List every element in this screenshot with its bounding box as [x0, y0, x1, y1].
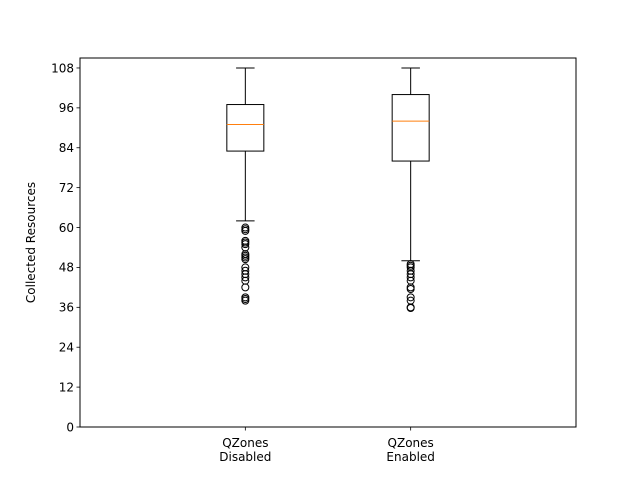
box-iqr [391, 94, 430, 162]
x-tick-label: QZones Enabled [386, 436, 435, 464]
outlier-point [406, 273, 415, 282]
y-tick-label: 12 [59, 380, 74, 394]
outlier-point [241, 283, 250, 292]
x-axis: QZones Disabled QZones Enabled [219, 427, 435, 464]
outlier-point [241, 240, 250, 249]
outlier-point [241, 296, 250, 305]
x-tick-label: QZones Disabled [219, 436, 271, 464]
y-tick-label: 84 [59, 141, 74, 155]
outlier-point [406, 285, 415, 294]
y-tick-label: 48 [59, 261, 74, 275]
y-tick-label: 108 [51, 61, 74, 75]
outlier-point [406, 293, 415, 302]
data-marks [226, 67, 430, 312]
y-tick-label: 72 [59, 181, 74, 195]
y-tick-label: 60 [59, 221, 74, 235]
y-axis: 0 12 24 36 48 60 72 84 96 108 [51, 61, 80, 434]
box-group [391, 67, 430, 312]
y-tick-label: 96 [59, 101, 74, 115]
plot-frame [79, 57, 577, 428]
y-tick-label: 0 [66, 420, 74, 434]
outlier-point [406, 303, 415, 312]
outlier-point [241, 273, 250, 282]
outlier-point [241, 255, 250, 264]
plot-area [80, 58, 576, 427]
y-tick-label: 24 [59, 341, 74, 355]
box-group [226, 67, 265, 305]
outlier-point [241, 226, 250, 235]
y-axis-label: Collected Resources [24, 182, 38, 303]
y-tick-label: 36 [59, 301, 74, 315]
box-iqr [226, 104, 265, 152]
